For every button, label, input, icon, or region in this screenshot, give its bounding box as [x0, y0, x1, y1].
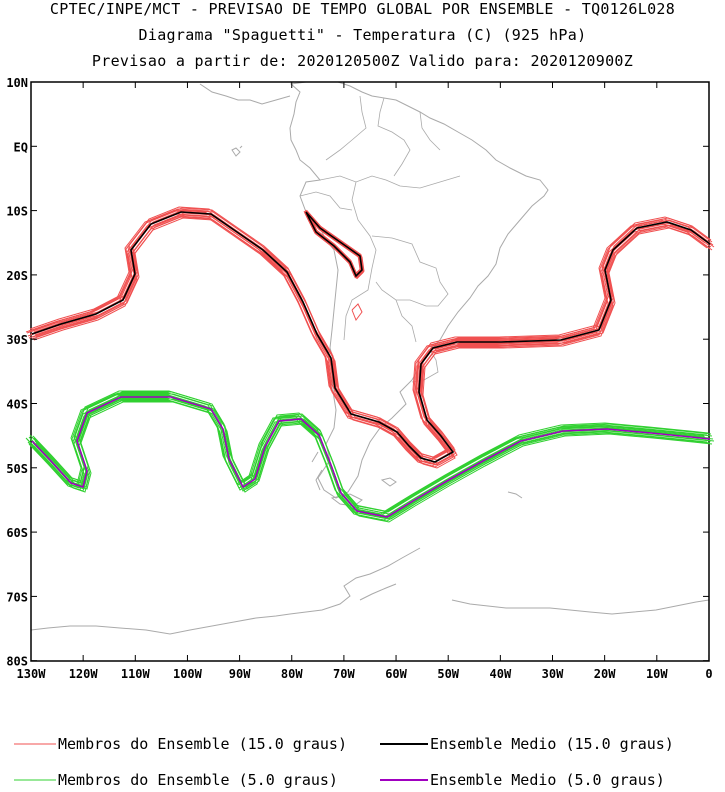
lon-label-0: 0 — [705, 667, 712, 681]
country-borders — [299, 95, 461, 383]
lat-label-eq: EQ — [14, 140, 28, 154]
lon-label-10w: 10W — [646, 667, 668, 681]
lat-label-40s: 40S — [6, 398, 28, 412]
mean-15-contour — [31, 211, 711, 463]
lat-label-60s: 60S — [6, 526, 28, 540]
lon-label-40w: 40W — [490, 667, 512, 681]
south-america-coastline — [289, 82, 549, 499]
member-5-contour-8 — [34, 396, 714, 518]
member-15-contour-11 — [28, 215, 708, 467]
latitude-axis: 10N EQ 10S 20S 30S 40S 50S 60S 70S 80S — [6, 76, 709, 669]
member-5-contour-11 — [28, 399, 708, 521]
lon-label-60w: 60W — [385, 667, 407, 681]
lat-label-10s: 10S — [6, 205, 28, 219]
ensemble-mean-5 — [31, 396, 711, 518]
lat-label-50s: 50S — [6, 462, 28, 476]
lon-label-130w: 130W — [17, 667, 47, 681]
galapagos-islands — [231, 145, 243, 157]
lon-label-80w: 80W — [281, 667, 303, 681]
mean-15-andes-contour — [305, 211, 363, 278]
member-15-contour-14 — [33, 217, 713, 469]
lon-label-100w: 100W — [173, 667, 203, 681]
lon-label-110w: 110W — [121, 667, 151, 681]
member-15-andes-contour-14 — [306, 214, 364, 280]
lon-label-90w: 90W — [229, 667, 251, 681]
member-5-contour-13 — [25, 393, 705, 515]
lat-label-10n: 10N — [6, 76, 28, 90]
lon-label-120w: 120W — [69, 667, 99, 681]
plot-frame — [30, 81, 710, 662]
central-america — [199, 83, 291, 105]
member-15-contour-13 — [25, 209, 705, 461]
lon-label-50w: 50W — [437, 667, 459, 681]
lat-label-20s: 20S — [6, 269, 28, 283]
mean-5-contour — [31, 396, 711, 518]
lat-label-80s: 80S — [6, 655, 28, 669]
member-5-contour-1 — [30, 395, 710, 517]
lon-label-70w: 70W — [333, 667, 355, 681]
member-5-contour-10 — [32, 391, 712, 513]
member-15-contour-4 — [33, 209, 713, 461]
legend-label-mean-15: Ensemble Medio (15.0 graus) — [430, 735, 674, 753]
member-15-contour-8 — [34, 212, 714, 464]
member-5-contour-9 — [26, 394, 706, 516]
lat-label-70s: 70S — [6, 590, 28, 604]
lon-label-30w: 30W — [542, 667, 564, 681]
legend-label-mean-5: Ensemble Medio (5.0 graus) — [430, 771, 665, 789]
lon-label-20w: 20W — [594, 667, 616, 681]
member-5-contour-4 — [33, 393, 713, 515]
antarctica-coastline — [31, 547, 709, 635]
title-line-3: Previsao a partir de: 2020120500Z Valido… — [91, 52, 634, 70]
map-area — [31, 82, 709, 635]
legend-label-members-15: Membros do Ensemble (15.0 graus) — [58, 735, 347, 753]
member-15-andes-contour-10 — [306, 210, 364, 276]
longitude-axis: 130W 120W 110W 100W 90W 80W 70W 60W 50W 40W 30W 20W… — [17, 82, 713, 681]
title-line-1: CPTEC/INPE/MCT - PREVISAO DE TEMPO GLOBA… — [49, 0, 676, 18]
member-5-contour-7 — [29, 390, 709, 512]
falkland-islands — [380, 477, 397, 487]
ensemble-members-5 — [25, 390, 715, 523]
legend-label-members-5: Membros do Ensemble (5.0 graus) — [58, 771, 338, 789]
member-5-contour-3 — [28, 392, 708, 514]
member-15-small-closed-contour — [351, 303, 363, 322]
ensemble-mean-15 — [31, 211, 711, 463]
lat-label-30s: 30S — [6, 333, 28, 347]
south-georgia — [507, 491, 523, 499]
title-line-2: Diagrama "Spaguetti" - Temperatura (C) (… — [138, 26, 587, 44]
member-5-contour-12 — [35, 398, 715, 520]
